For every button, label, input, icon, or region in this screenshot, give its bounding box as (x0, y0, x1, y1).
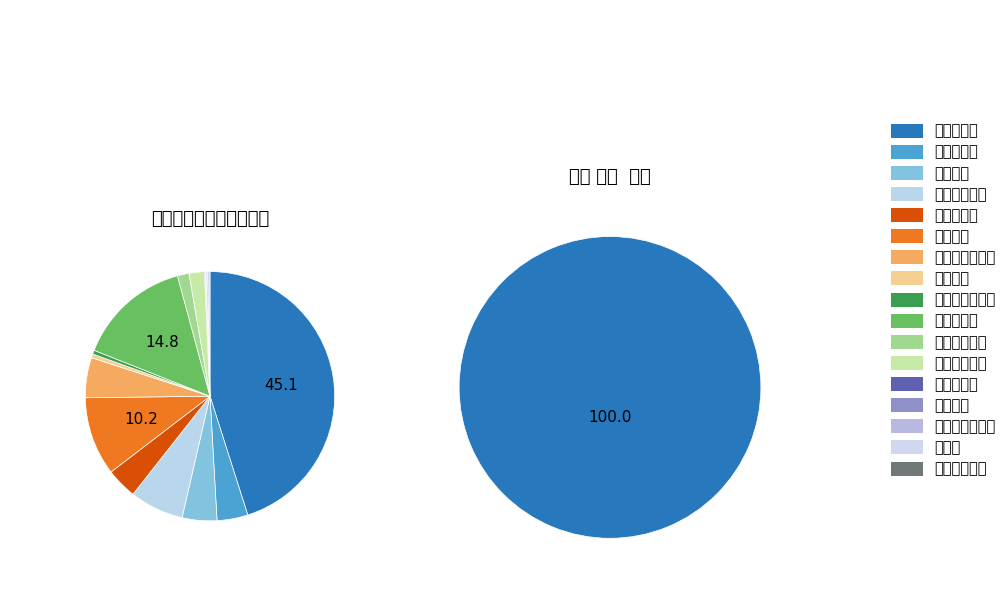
Text: 14.8: 14.8 (145, 335, 179, 350)
Text: 10.2: 10.2 (125, 412, 159, 427)
Legend: ストレート, ツーシーム, シュート, カットボール, スプリット, フォーク, チェンジアップ, シンカー, 高速スライダー, スライダー, 縦スライダー, : ストレート, ツーシーム, シュート, カットボール, スプリット, フォーク,… (886, 119, 1000, 481)
Wedge shape (210, 272, 335, 515)
Title: パ・リーグ全プレイヤー: パ・リーグ全プレイヤー (151, 210, 269, 228)
Wedge shape (93, 350, 210, 396)
Wedge shape (210, 396, 248, 521)
Wedge shape (206, 272, 210, 396)
Wedge shape (133, 396, 210, 518)
Wedge shape (91, 354, 210, 396)
Wedge shape (208, 272, 210, 396)
Wedge shape (94, 276, 210, 396)
Text: 100.0: 100.0 (588, 410, 632, 425)
Wedge shape (205, 272, 210, 396)
Wedge shape (189, 272, 210, 396)
Wedge shape (182, 396, 217, 521)
Wedge shape (459, 236, 761, 538)
Text: 45.1: 45.1 (265, 377, 298, 392)
Title: 角中 勝也  選手: 角中 勝也 選手 (569, 168, 651, 186)
Wedge shape (205, 272, 210, 396)
Wedge shape (177, 274, 210, 396)
Wedge shape (85, 358, 210, 398)
Wedge shape (85, 396, 210, 472)
Wedge shape (111, 396, 210, 494)
